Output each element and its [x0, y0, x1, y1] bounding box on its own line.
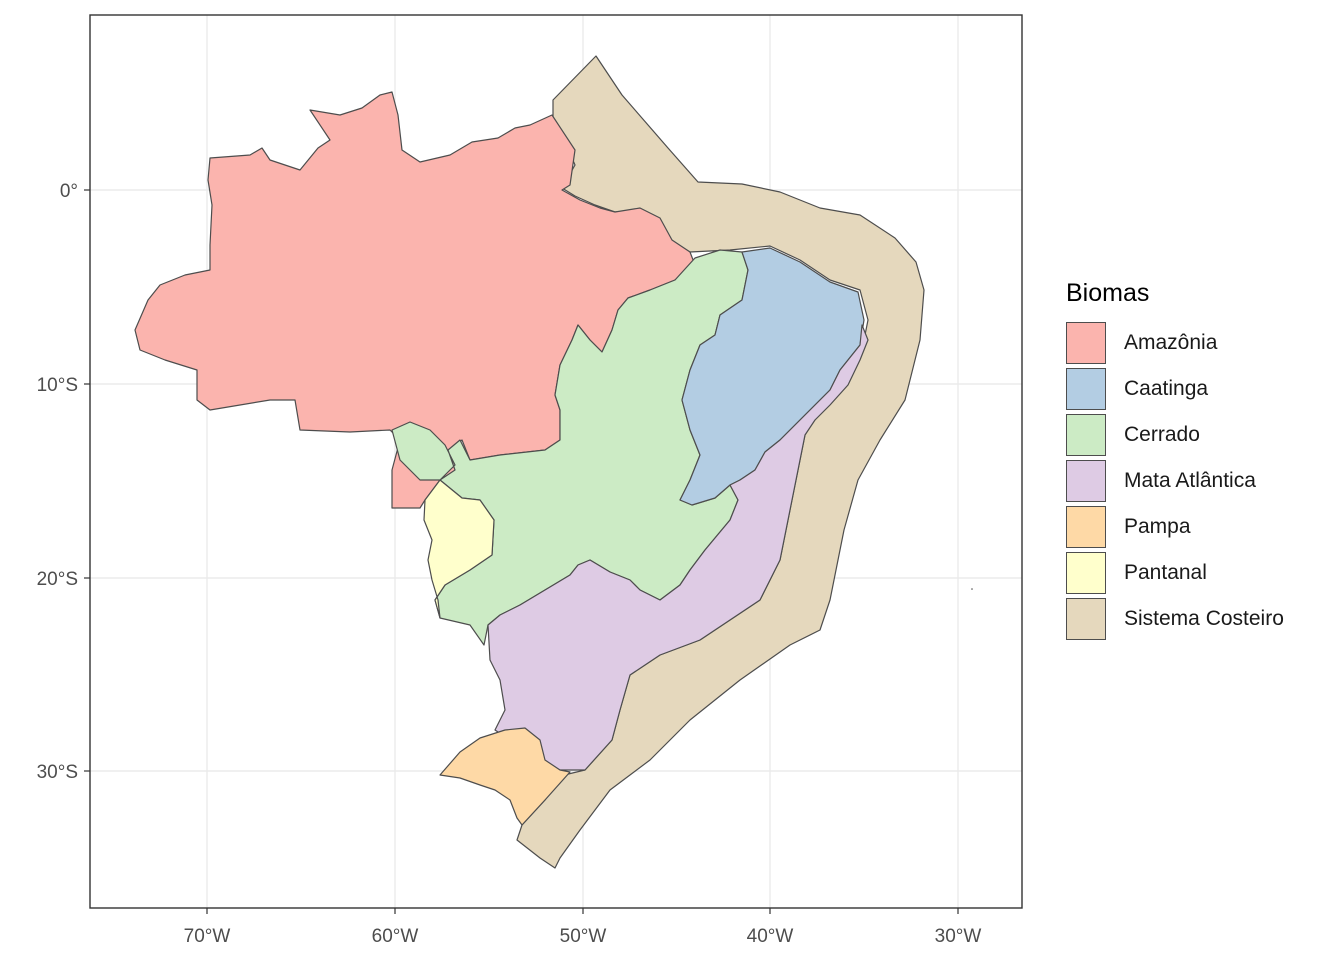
legend-swatch [1066, 598, 1106, 640]
legend-label: Sistema Costeiro [1124, 607, 1284, 630]
y-axis-labels: 0° 10°S 20°S 30°S [37, 181, 78, 783]
legend-label: Cerrado [1124, 423, 1200, 446]
x-tick-label-30w: 30°W [935, 926, 982, 947]
x-tick-label-70w: 70°W [184, 926, 231, 947]
x-tick-label-40w: 40°W [747, 926, 794, 947]
legend-swatch [1066, 414, 1106, 456]
legend-title: Biomas [1066, 279, 1150, 307]
legend-label: Amazônia [1124, 331, 1218, 354]
legend: Biomas Amazônia Caatinga Cerrado Mata At… [1066, 278, 1284, 642]
legend-item-mata-atlantica: Mata Atlântica [1066, 458, 1284, 504]
y-tick-label-30s: 30°S [37, 762, 78, 783]
axis-ticks [84, 189, 959, 914]
legend-swatch [1066, 552, 1106, 594]
y-tick-label-20s: 20°S [37, 569, 78, 590]
x-tick-label-50w: 50°W [560, 926, 607, 947]
legend-item-pampa: Pampa [1066, 504, 1284, 550]
legend-label: Pantanal [1124, 561, 1207, 584]
y-tick-label-0: 0° [60, 181, 78, 202]
legend-label: Pampa [1124, 515, 1191, 538]
legend-swatch [1066, 460, 1106, 502]
biome-polygons [134, 55, 973, 869]
legend-label: Caatinga [1124, 377, 1209, 400]
legend-swatch [1066, 322, 1106, 364]
x-axis-labels: 70°W 60°W 50°W 40°W 30°W [184, 926, 982, 947]
x-tick-label-60w: 60°W [372, 926, 419, 947]
biome-pantanal [423, 479, 495, 619]
y-tick-label-10s: 10°S [37, 375, 78, 396]
legend-item-pantanal: Pantanal [1066, 550, 1284, 596]
legend-item-amazonia: Amazônia [1066, 320, 1284, 366]
island-fernando-de-noronha [971, 588, 973, 590]
panel-border [89, 14, 1023, 909]
legend-item-caatinga: Caatinga [1066, 366, 1284, 412]
legend-label: Mata Atlântica [1124, 469, 1256, 492]
biome-pampa [439, 727, 571, 826]
legend-swatch [1066, 506, 1106, 548]
legend-item-sistema-costeiro: Sistema Costeiro [1066, 596, 1284, 642]
legend-swatch [1066, 368, 1106, 410]
legend-item-cerrado: Cerrado [1066, 412, 1284, 458]
biome-mata-atlantica [487, 324, 869, 771]
